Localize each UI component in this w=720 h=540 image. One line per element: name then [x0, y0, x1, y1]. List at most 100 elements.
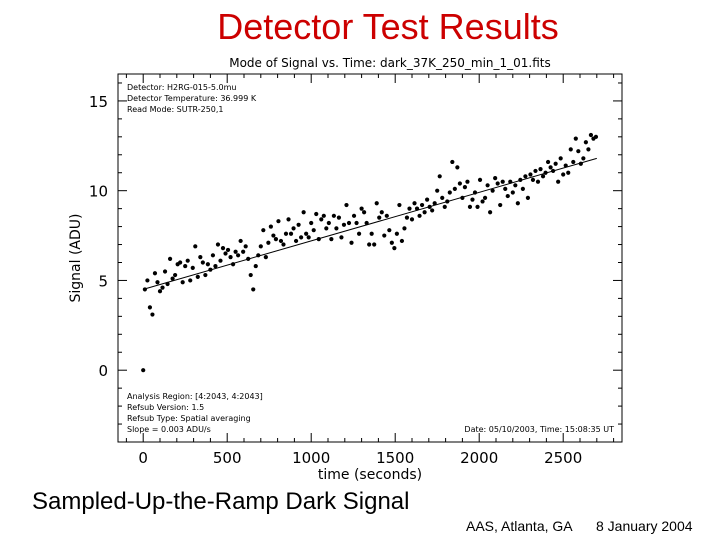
- data-point: [296, 222, 301, 227]
- x-tick-label: 2000: [460, 449, 498, 467]
- data-point: [528, 172, 533, 177]
- axis-ticks: [118, 74, 622, 442]
- data-point: [223, 251, 228, 256]
- data-point: [558, 156, 563, 161]
- data-point: [266, 240, 271, 245]
- data-point: [309, 220, 314, 226]
- data-point: [452, 186, 457, 191]
- data-point: [520, 186, 525, 191]
- y-axis-label: Signal (ADU): [68, 214, 84, 303]
- data-point: [586, 147, 591, 152]
- data-point: [540, 174, 546, 179]
- x-tick-label: 2500: [544, 449, 582, 467]
- data-point: [160, 285, 165, 290]
- data-point: [412, 201, 417, 206]
- data-point: [354, 220, 359, 226]
- data-point: [480, 199, 485, 204]
- data-point: [425, 197, 430, 202]
- data-point: [553, 161, 558, 166]
- data-point: [442, 204, 447, 209]
- data-point: [324, 226, 329, 231]
- data-point: [215, 242, 221, 247]
- data-point: [372, 242, 377, 247]
- data-point: [593, 134, 599, 139]
- data-point: [314, 211, 319, 217]
- data-point: [462, 184, 468, 190]
- data-point: [548, 165, 553, 170]
- data-point: [485, 183, 490, 188]
- data-point: [205, 262, 210, 267]
- x-tick-label: 0: [138, 449, 148, 467]
- data-point: [377, 215, 382, 220]
- data-point: [510, 190, 515, 195]
- data-point: [225, 247, 231, 253]
- data-point: [457, 181, 462, 186]
- data-point: [409, 217, 415, 222]
- data-point: [185, 258, 190, 263]
- data-point: [326, 220, 331, 226]
- data-point: [150, 312, 155, 317]
- data-point: [440, 195, 445, 200]
- data-point: [394, 231, 399, 236]
- data-point: [493, 176, 498, 181]
- data-point: [147, 305, 153, 310]
- data-point: [283, 231, 289, 236]
- slide-caption: Sampled-Up-the-Ramp Dark Signal: [32, 488, 410, 515]
- data-point: [477, 177, 483, 183]
- data-point: [490, 188, 495, 193]
- data-point: [334, 226, 339, 231]
- data-point: [437, 174, 442, 179]
- data-point: [173, 272, 178, 278]
- data-point: [384, 213, 389, 218]
- data-point: [568, 147, 573, 152]
- x-tick-label: 1500: [376, 449, 414, 467]
- data-point: [495, 181, 500, 186]
- footer-date: 8 January 2004: [596, 518, 693, 534]
- data-point: [435, 188, 440, 193]
- data-point: [200, 260, 205, 265]
- data-point: [430, 208, 435, 213]
- data-point: [465, 179, 470, 184]
- data-point: [213, 263, 218, 269]
- x-axis-label: time (seconds): [318, 467, 422, 483]
- data-point: [268, 224, 273, 229]
- data-point: [299, 235, 304, 240]
- info-refsub-version: Refsub Version: 1.5: [127, 403, 204, 412]
- data-point: [545, 159, 551, 165]
- data-point: [583, 140, 588, 145]
- data-points: [141, 132, 599, 373]
- data-point: [178, 260, 183, 265]
- data-point: [470, 197, 475, 202]
- data-point: [183, 263, 188, 269]
- data-point: [263, 255, 268, 260]
- data-point: [286, 217, 291, 222]
- footer-venue: AAS, Atlanta, GA: [466, 518, 573, 534]
- info-refsub-type: Refsub Type: Spatial averaging: [127, 414, 251, 423]
- data-point: [392, 246, 397, 251]
- info-temperature: Detector Temperature: 36.999 K: [127, 94, 257, 103]
- data-point: [399, 238, 405, 244]
- data-point: [339, 235, 344, 240]
- data-point: [369, 231, 374, 236]
- data-point: [455, 165, 460, 170]
- data-point: [581, 156, 586, 161]
- data-point: [188, 278, 193, 283]
- y-tick-label: 15: [89, 93, 108, 111]
- data-point: [556, 179, 561, 184]
- data-point: [475, 204, 480, 209]
- data-point: [346, 220, 352, 226]
- data-point: [576, 149, 581, 154]
- x-tick-label: 1000: [292, 449, 330, 467]
- data-point: [407, 206, 412, 211]
- data-point: [281, 242, 286, 247]
- plot-frame: [117, 73, 623, 443]
- data-point: [329, 237, 334, 242]
- data-point: [513, 183, 518, 188]
- data-point: [145, 278, 150, 283]
- data-point: [515, 201, 520, 206]
- data-point: [180, 280, 185, 285]
- data-point: [359, 206, 364, 211]
- fit-line: [143, 157, 597, 290]
- data-point: [525, 195, 531, 200]
